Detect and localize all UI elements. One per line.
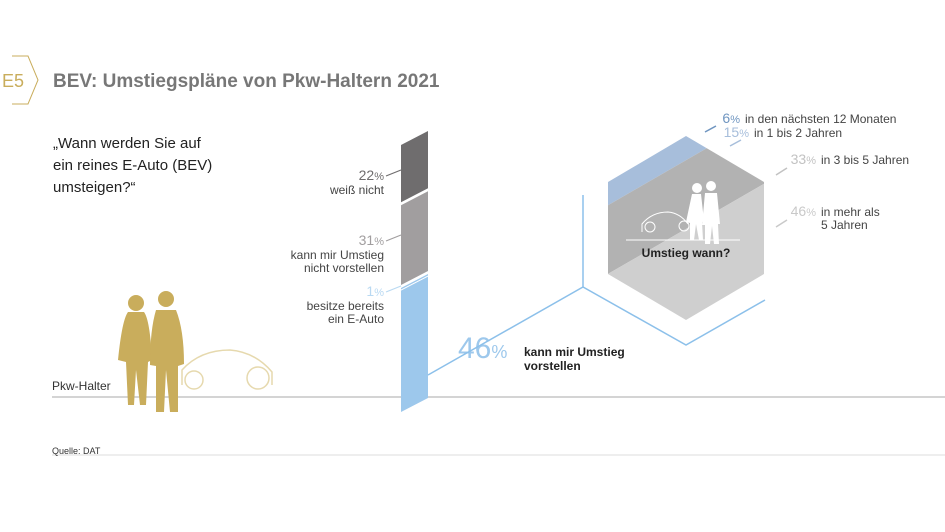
wheel bbox=[678, 220, 690, 232]
segment-percent: 6% bbox=[722, 110, 740, 126]
segment-label: in 3 bis 5 Jahren bbox=[821, 153, 909, 167]
badge-label: E5 bbox=[2, 71, 24, 91]
people-car-icon bbox=[686, 181, 720, 244]
ground-label: Pkw-Halter bbox=[52, 379, 111, 393]
segment-percent: 46% bbox=[458, 332, 507, 365]
segment-label: kann mir Umstieg bbox=[291, 248, 384, 262]
head bbox=[706, 181, 716, 191]
car-outline-icon bbox=[626, 211, 740, 241]
segment-percent: 15% bbox=[724, 124, 750, 140]
label-leader bbox=[385, 234, 402, 242]
segment-label: 5 Jahren bbox=[821, 218, 868, 232]
label-leader bbox=[385, 285, 402, 293]
segment-label: in 1 bis 2 Jahren bbox=[754, 126, 842, 140]
bar-segment bbox=[401, 131, 428, 203]
wheel bbox=[644, 221, 656, 233]
segment-label: in mehr als bbox=[821, 205, 880, 219]
bar-segment bbox=[401, 274, 428, 290]
label-leader bbox=[729, 139, 742, 147]
car-outline-icon bbox=[181, 349, 273, 390]
hex-band bbox=[608, 136, 764, 320]
figure bbox=[702, 193, 720, 244]
segment-label: nicht vorstellen bbox=[304, 261, 384, 275]
segment-percent: 33% bbox=[791, 151, 817, 167]
bar-segment bbox=[401, 191, 428, 286]
question: „Wann werden Sie auf ein reines E-Auto (… bbox=[53, 135, 216, 196]
segment-label: in den nächsten 12 Monaten bbox=[745, 112, 896, 126]
segment-label: besitze bereits bbox=[307, 299, 384, 313]
hex-band bbox=[608, 136, 764, 320]
segment-label: kann mir Umstieg bbox=[524, 345, 625, 359]
segment-percent: 22% bbox=[359, 167, 385, 183]
badge-chevron-icon bbox=[12, 55, 39, 105]
hex-label: Umstieg wann? bbox=[642, 246, 731, 260]
source-text: Quelle: DAT bbox=[52, 446, 101, 456]
page-title: BEV: Umstiegspläne von Pkw-Haltern 2021 bbox=[53, 71, 440, 92]
segment-label: vorstellen bbox=[524, 359, 581, 373]
hex-band bbox=[608, 136, 764, 320]
segment-label: weiß nicht bbox=[329, 183, 385, 197]
people-illustration-icon bbox=[118, 291, 184, 412]
head bbox=[692, 183, 702, 193]
label-leader bbox=[704, 125, 717, 133]
bar-segment bbox=[401, 276, 428, 412]
label-leader bbox=[385, 169, 402, 177]
connector-outline bbox=[427, 286, 766, 376]
figure bbox=[686, 194, 704, 240]
segment-percent: 31% bbox=[359, 232, 385, 248]
label-leader bbox=[775, 219, 788, 228]
segment-label: ein E-Auto bbox=[328, 312, 384, 326]
segment-percent: 1% bbox=[366, 283, 384, 299]
segment-percent: 46% bbox=[791, 203, 817, 219]
label-leader bbox=[775, 167, 788, 176]
